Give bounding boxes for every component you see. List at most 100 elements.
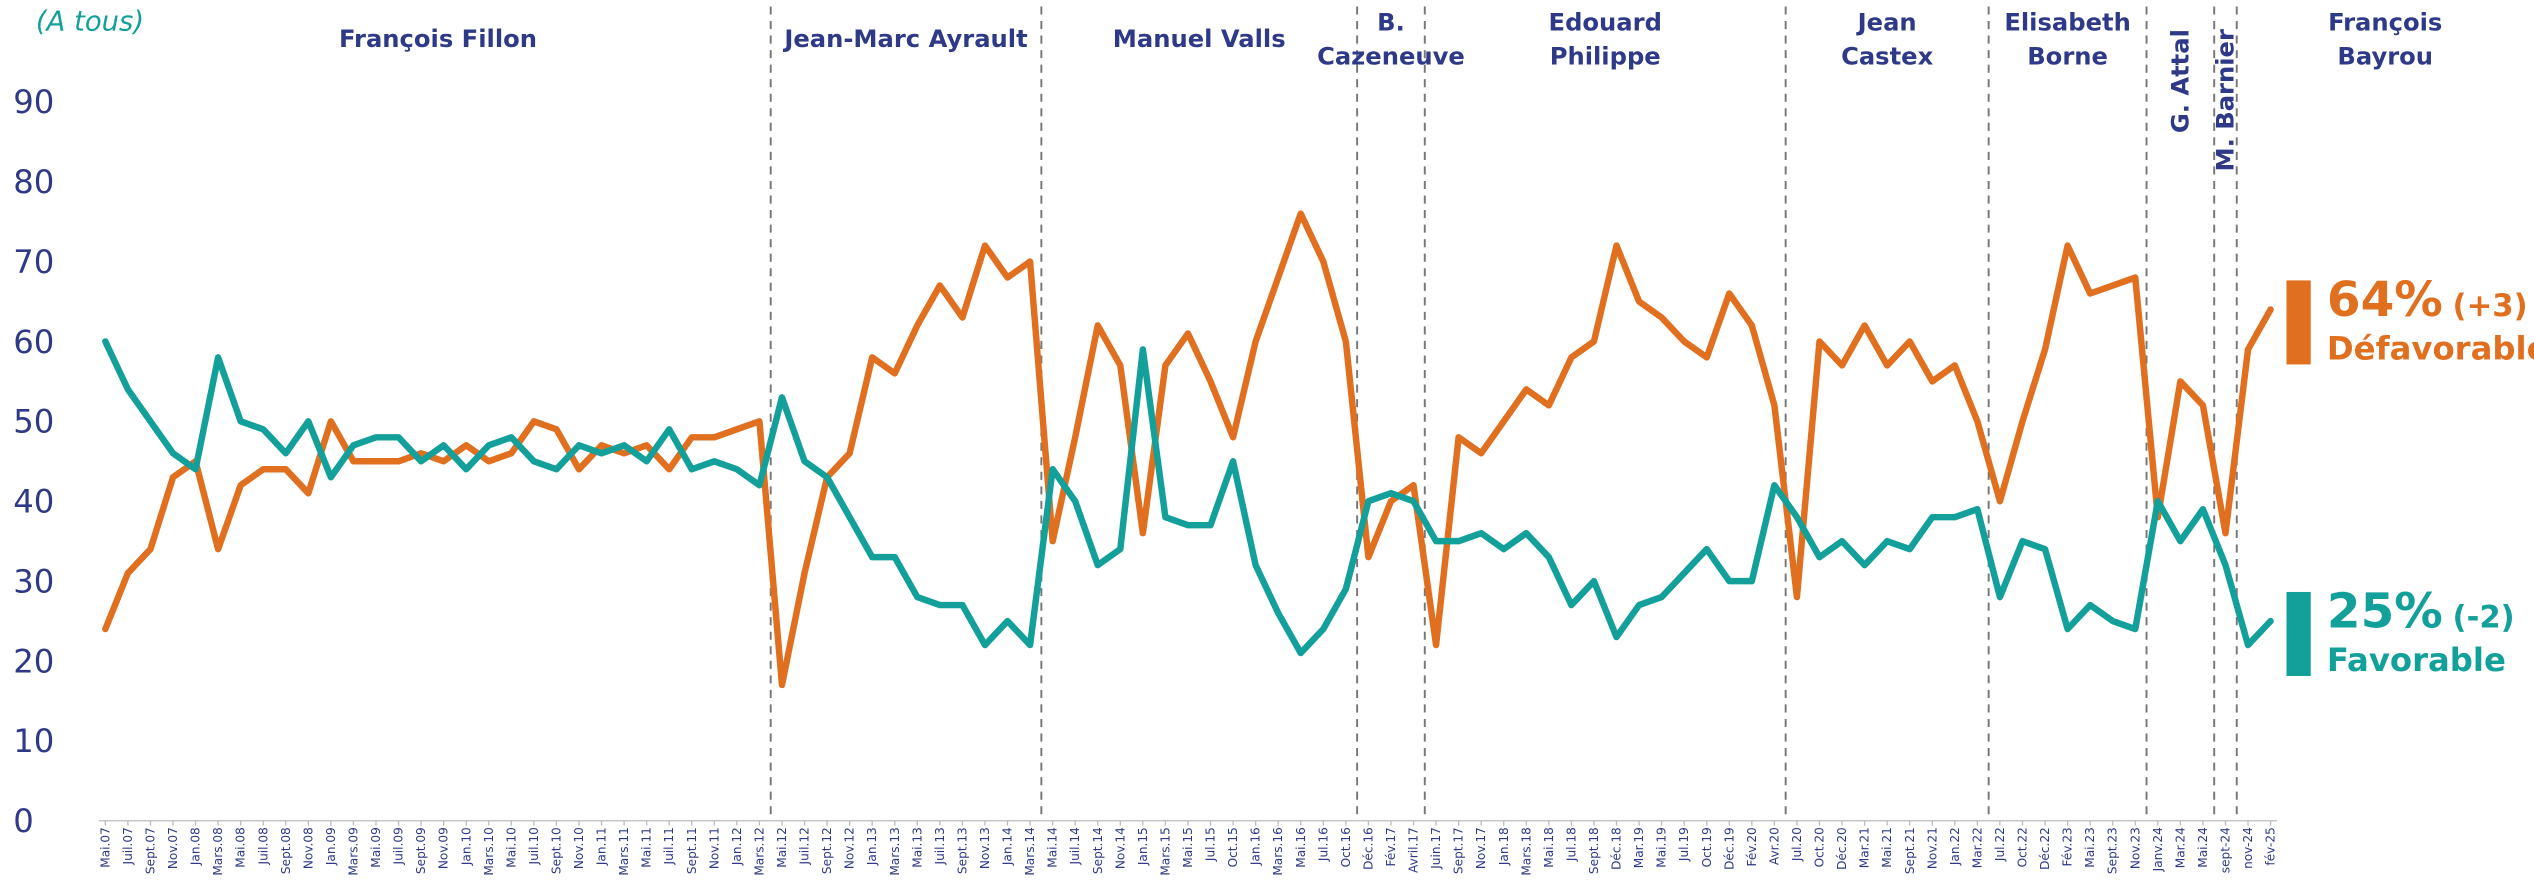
end-value: 64% (2327, 272, 2443, 328)
y-tick-label: 90 (13, 83, 54, 121)
x-tick-label: Oct.16 (1339, 827, 1353, 867)
period-name: M. Barnier (2212, 29, 2240, 171)
x-tick-label: Mars.08 (211, 827, 225, 875)
period-name: Borne (2027, 43, 2108, 71)
x-tick-label: Juil.09 (392, 827, 406, 865)
x-tick-label: Sept.21 (1903, 827, 1917, 874)
x-tick-label: Sept.10 (549, 827, 563, 874)
x-tick-label: Mai.11 (640, 827, 654, 868)
x-tick-label: Mai.14 (1046, 827, 1060, 868)
x-tick-label: Sept.14 (1091, 827, 1105, 874)
series-line (102, 210, 2274, 689)
y-tick-label: 50 (13, 403, 54, 441)
y-tick-label: 0 (13, 802, 34, 840)
x-tick-label: Mars.16 (1271, 827, 1285, 875)
x-tick-label: Déc.22 (2038, 827, 2052, 870)
x-tick-label: Jul.20 (1790, 827, 1804, 862)
x-tick-label: Jul.22 (1993, 827, 2007, 862)
x-tick-label: Mai.13 (910, 827, 924, 868)
y-tick-label: 80 (13, 163, 54, 201)
y-tick-label: 20 (13, 642, 54, 680)
x-tick-label: Jan.10 (459, 827, 473, 866)
end-label: 64% (+3) (2327, 272, 2528, 328)
period-name: G. Attal (2166, 29, 2194, 133)
x-tick-label: Mai.23 (2083, 827, 2097, 868)
x-tick-label: Mar.21 (1858, 827, 1872, 868)
x-tick-label: Fév.17 (1384, 827, 1398, 866)
x-tick-label: Juil.07 (121, 827, 135, 865)
x-tick-label: Sept.09 (414, 827, 428, 874)
x-tick-label: Mars.15 (1158, 827, 1172, 875)
end-marker (2286, 280, 2311, 365)
period-name: Elisabeth (2004, 9, 2130, 37)
period-name: Bayrou (2337, 43, 2433, 71)
period-name: Cazeneuve (1317, 43, 1465, 71)
x-tick-label: Mai.09 (369, 827, 383, 868)
x-tick-label: Jan.09 (324, 827, 338, 866)
end-value: 25% (2327, 584, 2443, 640)
x-tick-label: Déc.18 (1610, 827, 1624, 870)
x-tick-label: Mai.16 (1294, 827, 1308, 868)
end-change: (-2) (2453, 601, 2515, 636)
x-tick-label: Jan.22 (1948, 827, 1962, 866)
x-tick-label: Mar.22 (1970, 827, 1984, 868)
x-tick-label: Mai.10 (504, 827, 518, 868)
x-tick-label: Nov.11 (707, 827, 721, 869)
x-tick-label: Nov.09 (437, 827, 451, 869)
period-name: Jean (1856, 9, 1917, 37)
x-tick-label: Déc.16 (1361, 827, 1375, 870)
x-tick-label: nov-24 (2241, 827, 2255, 869)
y-tick-label: 10 (13, 722, 54, 760)
x-tick-label: Juil.11 (662, 827, 676, 865)
x-tick-label: Oct.15 (1226, 827, 1240, 867)
x-tick-label: fév-25 (2264, 827, 2278, 865)
x-tick-label: Sept.13 (955, 827, 969, 874)
x-tick-label: Nov.07 (166, 827, 180, 869)
x-tick-label: Nov.21 (1925, 827, 1939, 869)
x-tick-label: Juil.13 (933, 827, 947, 865)
x-tick-label: Mars.18 (1519, 827, 1533, 875)
period-name: Manuel Valls (1113, 25, 1286, 53)
period-name: Jean-Marc Ayrault (782, 25, 1028, 53)
x-tick-label: Juil.08 (256, 827, 270, 865)
x-tick-label: Nov.17 (1474, 827, 1488, 869)
x-tick-label: Juil.10 (527, 827, 541, 865)
x-tick-label: Sept.07 (143, 827, 157, 874)
x-tick-label: Mai.07 (98, 827, 112, 868)
x-tick-label: Jan.13 (865, 827, 879, 866)
x-tick-label: Déc.20 (1835, 827, 1849, 870)
period-name: François Fillon (339, 25, 537, 53)
series-line (102, 338, 2274, 657)
x-tick-label: Nov.13 (978, 827, 992, 869)
x-tick-label: Mars.12 (752, 827, 766, 875)
y-tick-label: 40 (13, 483, 54, 521)
x-tick-label: Mars.10 (482, 827, 496, 875)
x-tick-label: Mai.24 (2196, 827, 2210, 868)
x-tick-label: Fév.23 (2061, 827, 2075, 866)
x-tick-label: Mai.08 (234, 827, 248, 868)
legend-entry: Favorable (2327, 641, 2506, 679)
period-name: B. (1377, 9, 1405, 37)
x-tick-label: Juil.12 (798, 827, 812, 865)
x-tick-label: Mai.18 (1542, 827, 1556, 868)
x-tick-label: Sept.11 (685, 827, 699, 874)
x-tick-label: Mai.15 (1181, 827, 1195, 868)
x-tick-label: Sept.18 (1587, 827, 1601, 874)
x-tick-label: Jan.08 (189, 827, 203, 866)
subtitle: (A tous) (36, 7, 144, 38)
x-tick-label: Nov.08 (301, 827, 315, 869)
x-tick-label: Oct.20 (1813, 827, 1827, 867)
x-tick-label: Nov.14 (1113, 827, 1127, 869)
x-tick-label: Jan.18 (1497, 827, 1511, 866)
x-tick-label: Mar.19 (1632, 827, 1646, 868)
y-tick-label: 30 (13, 562, 54, 600)
x-tick-label: Mars.09 (346, 827, 360, 875)
period-name: Edouard (1549, 9, 1662, 37)
x-tick-label: Juin.17 (1429, 827, 1443, 870)
x-tick-label: Fév.20 (1745, 827, 1759, 866)
end-label: 25% (-2) (2327, 584, 2515, 640)
legend-entry: Défavorable (2327, 330, 2534, 368)
x-tick-label: Janv.24 (2151, 827, 2165, 872)
end-marker (2286, 591, 2311, 676)
x-tick-label: Mars.11 (617, 827, 631, 875)
